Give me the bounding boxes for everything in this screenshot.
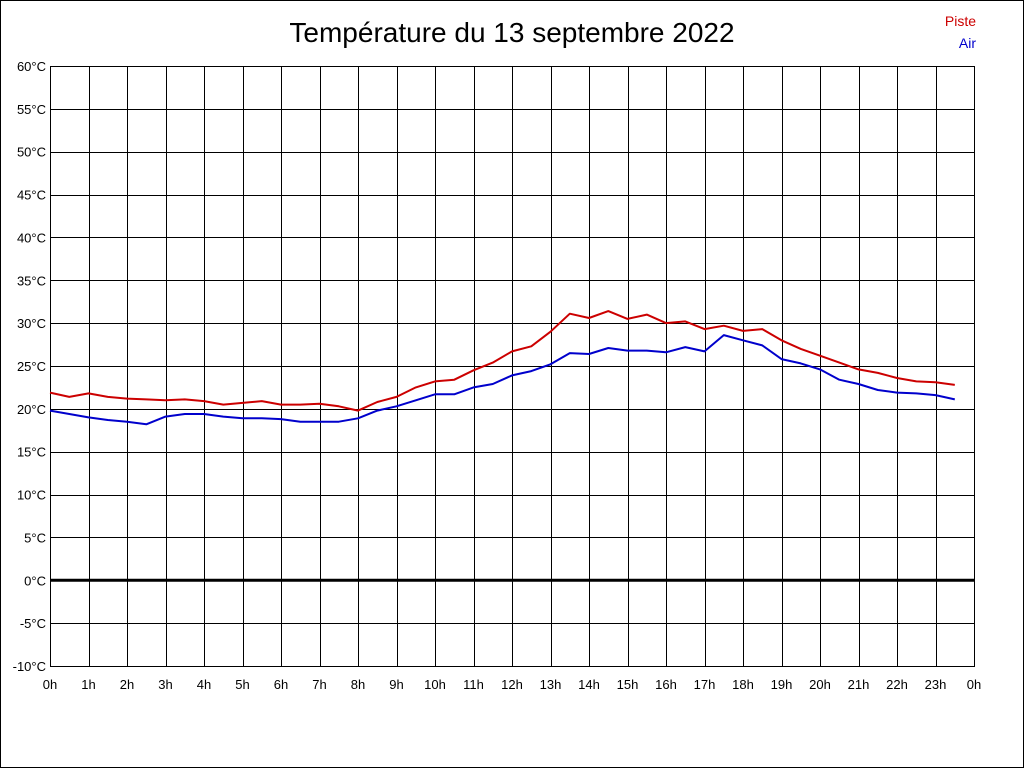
x-tick-label: 9h (389, 677, 403, 692)
y-tick-label: 0°C (24, 573, 46, 588)
x-tick-label: 16h (655, 677, 677, 692)
series-line-piste (49, 310, 955, 412)
legend-entry-air: Air (958, 35, 976, 51)
y-tick-label: 60°C (17, 59, 46, 74)
y-tick-label: 45°C (17, 188, 46, 203)
x-tick-label: 1h (81, 677, 95, 692)
y-tick-label: 55°C (17, 102, 46, 117)
x-tick-label: 5h (235, 677, 249, 692)
y-tick-label: 30°C (17, 316, 46, 331)
y-tick-label: 40°C (17, 230, 46, 245)
y-tick-label: 5°C (24, 530, 46, 545)
y-tick-label: -10°C (13, 659, 46, 674)
x-tick-label: 22h (886, 677, 908, 692)
legend-entry-piste: Piste (944, 13, 976, 29)
x-tick-label: 6h (274, 677, 288, 692)
x-tick-label: 20h (809, 677, 831, 692)
plot-border (50, 66, 975, 667)
x-tick-label: 23h (925, 677, 947, 692)
x-tick-label: 4h (197, 677, 211, 692)
y-tick-label: 35°C (17, 273, 46, 288)
x-tick-label: 8h (351, 677, 365, 692)
x-tick-label: 3h (158, 677, 172, 692)
x-tick-label: 0h (967, 677, 981, 692)
x-tick-label: 13h (540, 677, 562, 692)
x-tick-label: 21h (848, 677, 870, 692)
x-tick-label: 12h (501, 677, 523, 692)
y-tick-label: 50°C (17, 145, 46, 160)
chart-title: Température du 13 septembre 2022 (289, 17, 735, 48)
x-tick-label: 17h (694, 677, 716, 692)
y-tick-label: 25°C (17, 359, 46, 374)
x-tick-label: 0h (43, 677, 57, 692)
x-tick-label: 2h (120, 677, 134, 692)
x-tick-label: 19h (771, 677, 793, 692)
x-tick-label: 7h (312, 677, 326, 692)
y-tick-label: 20°C (17, 402, 46, 417)
y-tick-label: -5°C (20, 616, 46, 631)
y-tick-label: 10°C (17, 488, 46, 503)
x-tick-label: 15h (617, 677, 639, 692)
x-tick-label: 10h (424, 677, 446, 692)
x-tick-label: 18h (732, 677, 754, 692)
x-tick-label: 11h (463, 677, 484, 692)
x-tick-label: 14h (578, 677, 600, 692)
series-line-air (49, 334, 956, 426)
y-tick-label: 15°C (17, 445, 46, 460)
